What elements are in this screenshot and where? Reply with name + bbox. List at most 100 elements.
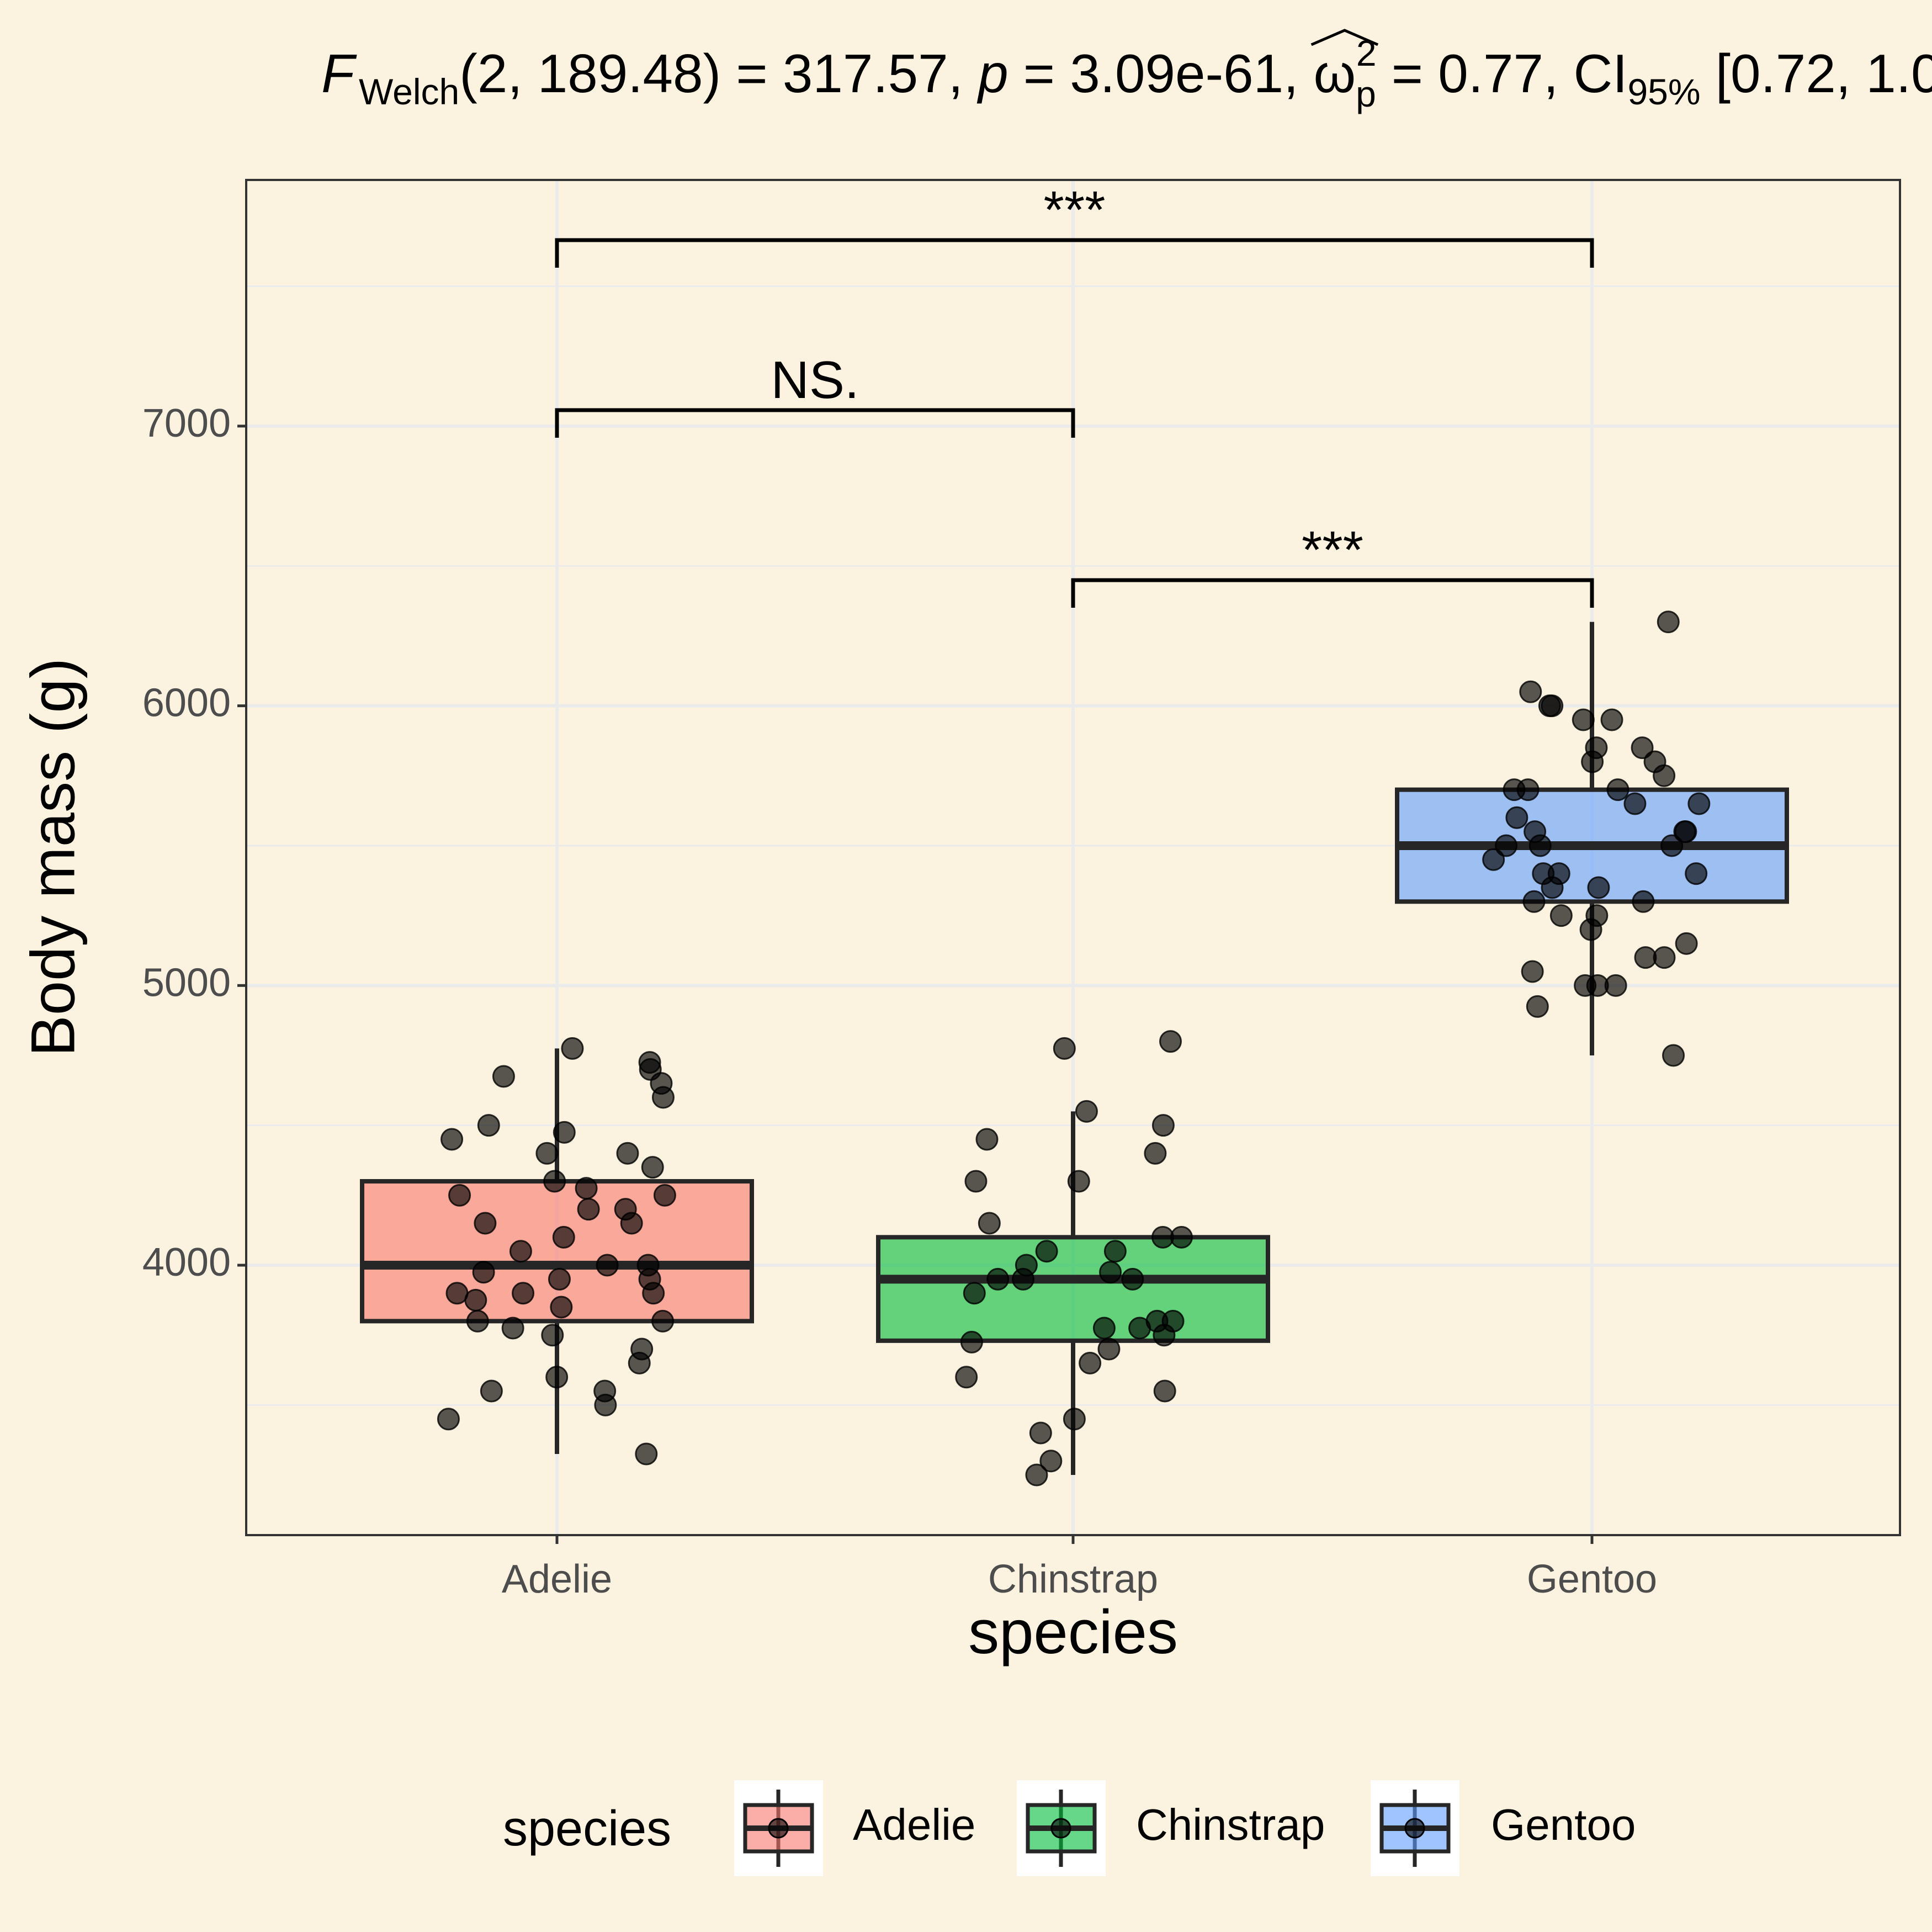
point [1053, 1037, 1076, 1060]
point [653, 1183, 676, 1207]
point [1151, 1225, 1174, 1249]
point [1526, 995, 1549, 1018]
point [1521, 960, 1544, 983]
legend-label[interactable]: Gentoo [1491, 1800, 1636, 1849]
point [501, 1317, 524, 1340]
point [975, 1128, 999, 1151]
point [550, 1296, 573, 1319]
point [464, 1288, 487, 1312]
subtitle: F Welch(2, 189.48) = 317.57, p = 3.09e-61… [246, 33, 1932, 114]
point [474, 1212, 497, 1235]
point [1587, 876, 1610, 899]
point [543, 1170, 566, 1193]
point [1092, 1317, 1116, 1340]
point [1653, 764, 1676, 787]
point [1541, 876, 1564, 899]
legend-label[interactable]: Adelie [853, 1800, 975, 1849]
point [1029, 1421, 1052, 1445]
point [635, 1442, 658, 1466]
bracket [1071, 578, 1594, 608]
point [1623, 792, 1647, 815]
legend-label[interactable]: Chinstrap [1136, 1800, 1325, 1849]
point [466, 1309, 489, 1333]
point [628, 1351, 651, 1374]
point [1522, 890, 1546, 913]
point [575, 1177, 598, 1200]
point [641, 1156, 664, 1179]
point [512, 1282, 535, 1305]
point [964, 1170, 988, 1193]
point [1606, 778, 1630, 802]
comparison-label: NS. [771, 351, 859, 410]
point [1035, 1240, 1058, 1263]
y-axis-title: Body mass (g) [19, 658, 88, 1057]
legend-point [1050, 1818, 1071, 1839]
point [1519, 680, 1542, 703]
point [1673, 820, 1696, 843]
point [1685, 862, 1708, 885]
point [1579, 918, 1602, 941]
point [1153, 1324, 1176, 1347]
bracket [555, 408, 1075, 438]
subtitle-part: ω [1314, 43, 1356, 104]
point [477, 1114, 500, 1137]
point [1159, 1030, 1182, 1053]
point [1675, 932, 1698, 955]
x-tick-label: Gentoo [1527, 1557, 1657, 1601]
subtitle-part: = 3.09e-61, [1009, 43, 1314, 104]
point [1574, 974, 1597, 997]
point [1075, 1100, 1098, 1123]
point [1505, 806, 1528, 829]
point [1025, 1463, 1048, 1487]
point [978, 1212, 1001, 1235]
point [1538, 694, 1561, 718]
point [1549, 904, 1573, 927]
point [1151, 1114, 1175, 1137]
legend-point [1404, 1818, 1425, 1839]
point [1660, 834, 1684, 857]
subtitle-part: F [321, 43, 357, 104]
point [552, 1225, 575, 1249]
point [1128, 1317, 1151, 1340]
point [1634, 946, 1657, 969]
point [448, 1183, 471, 1207]
point [1482, 848, 1505, 871]
point [472, 1261, 495, 1284]
panel-border [245, 179, 1901, 1536]
point [1099, 1261, 1122, 1284]
point [1657, 611, 1680, 634]
point [553, 1121, 576, 1144]
point [1631, 736, 1654, 760]
point [561, 1037, 584, 1060]
point [650, 1072, 673, 1095]
point [445, 1282, 469, 1305]
x-axis-title: species [968, 1597, 1178, 1666]
point [1067, 1170, 1090, 1193]
point [1012, 1267, 1035, 1291]
point [1063, 1408, 1086, 1431]
point [1581, 750, 1604, 773]
point [960, 1330, 983, 1354]
point [1528, 834, 1552, 857]
x-tick-label: Adelie [502, 1557, 612, 1601]
point [480, 1379, 503, 1403]
point [1097, 1337, 1121, 1361]
subtitle-part: (2, 189.48) = 317.57, [459, 43, 978, 104]
point [1687, 792, 1711, 815]
point [1144, 1142, 1167, 1165]
point [616, 1142, 639, 1165]
point [955, 1366, 978, 1389]
point [596, 1254, 619, 1277]
point [541, 1324, 564, 1347]
subtitle-part: = 0.77, CI [1377, 43, 1628, 104]
point [594, 1393, 617, 1416]
point [651, 1309, 675, 1333]
point [1572, 708, 1595, 731]
point [1103, 1240, 1127, 1263]
subtitle-part: Welch [359, 71, 459, 112]
box [876, 1235, 1270, 1343]
x-tick-label: Chinstrap [988, 1557, 1158, 1601]
point [1079, 1351, 1102, 1374]
